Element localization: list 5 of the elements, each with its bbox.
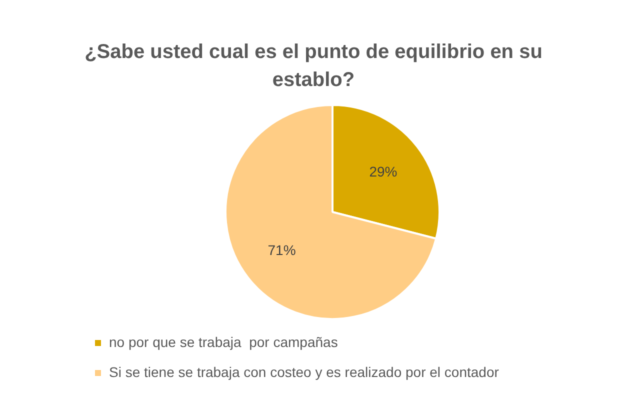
legend-label: Si se tiene se trabaja con costeo y es realizado por el contador — [109, 364, 500, 380]
legend-label: no por que se trabaja por campañas — [109, 334, 338, 350]
data-label: 71% — [268, 242, 296, 258]
chart-title: ¿Sabe usted cual es el punto de equilibrio en su establo? — [84, 40, 544, 93]
data-label: 29% — [369, 164, 398, 180]
